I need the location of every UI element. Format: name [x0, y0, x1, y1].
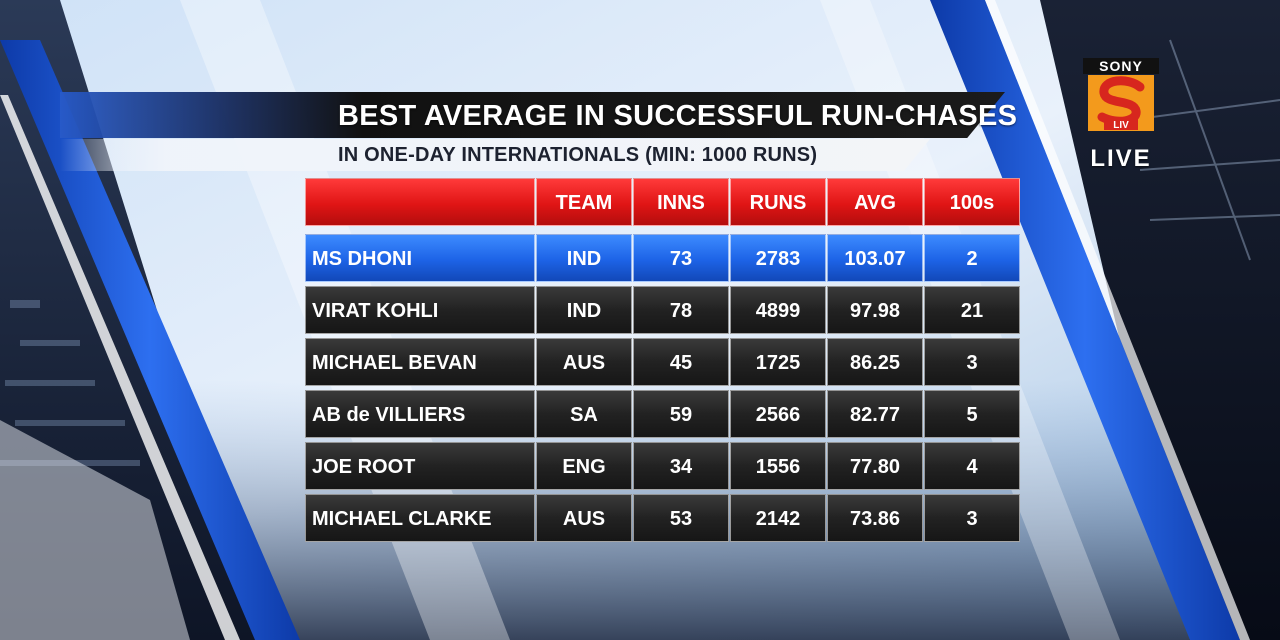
table-row: MICHAEL BEVAN AUS 45 1725 86.25 3	[305, 338, 1020, 386]
table-row: JOE ROOT ENG 34 1556 77.80 4	[305, 442, 1020, 490]
player-avg: 73.86	[827, 494, 923, 542]
logo-brand: SONY	[1083, 58, 1159, 74]
header-player	[305, 178, 535, 226]
player-inns: 34	[633, 442, 729, 490]
player-runs: 1556	[730, 442, 826, 490]
header-runs: RUNS	[730, 178, 826, 226]
player-name: AB de VILLIERS	[305, 390, 535, 438]
player-name: JOE ROOT	[305, 442, 535, 490]
player-avg: 82.77	[827, 390, 923, 438]
player-avg: 77.80	[827, 442, 923, 490]
player-inns: 59	[633, 390, 729, 438]
table-row: VIRAT KOHLI IND 78 4899 97.98 21	[305, 286, 1020, 334]
player-name: MICHAEL CLARKE	[305, 494, 535, 542]
header-inns: INNS	[633, 178, 729, 226]
player-team: IND	[536, 286, 632, 334]
logo-mark-text: LIV	[1113, 120, 1129, 131]
player-team: ENG	[536, 442, 632, 490]
player-runs: 2566	[730, 390, 826, 438]
player-avg: 86.25	[827, 338, 923, 386]
table-row: MS DHONI IND 73 2783 103.07 2	[305, 234, 1020, 282]
player-inns: 73	[633, 234, 729, 282]
player-name: MICHAEL BEVAN	[305, 338, 535, 386]
player-inns: 45	[633, 338, 729, 386]
player-runs: 1725	[730, 338, 826, 386]
player-inns: 78	[633, 286, 729, 334]
player-100s: 4	[924, 442, 1020, 490]
player-runs: 2142	[730, 494, 826, 542]
header-avg: AVG	[827, 178, 923, 226]
player-team: AUS	[536, 494, 632, 542]
page-title: BEST AVERAGE IN SUCCESSFUL RUN-CHASES	[338, 100, 1018, 132]
player-avg: 97.98	[827, 286, 923, 334]
header-team: TEAM	[536, 178, 632, 226]
table-row: MICHAEL CLARKE AUS 53 2142 73.86 3	[305, 494, 1020, 542]
table-header-row: TEAM INNS RUNS AVG 100s	[305, 178, 1020, 226]
player-team: SA	[536, 390, 632, 438]
header-100s: 100s	[924, 178, 1020, 226]
player-100s: 2	[924, 234, 1020, 282]
player-inns: 53	[633, 494, 729, 542]
player-100s: 21	[924, 286, 1020, 334]
title-banner	[60, 92, 1005, 138]
player-team: AUS	[536, 338, 632, 386]
player-name: MS DHONI	[305, 234, 535, 282]
subtitle-banner	[60, 139, 930, 171]
table-row: AB de VILLIERS SA 59 2566 82.77 5	[305, 390, 1020, 438]
player-team: IND	[536, 234, 632, 282]
page-subtitle: IN ONE-DAY INTERNATIONALS (MIN: 1000 RUN…	[338, 144, 818, 166]
player-avg: 103.07	[827, 234, 923, 282]
player-100s: 3	[924, 494, 1020, 542]
player-name: VIRAT KOHLI	[305, 286, 535, 334]
player-runs: 4899	[730, 286, 826, 334]
live-status: LIVE	[1090, 145, 1152, 172]
logo-s-mark-icon: LIV	[1088, 75, 1154, 131]
player-100s: 5	[924, 390, 1020, 438]
player-runs: 2783	[730, 234, 826, 282]
player-100s: 3	[924, 338, 1020, 386]
